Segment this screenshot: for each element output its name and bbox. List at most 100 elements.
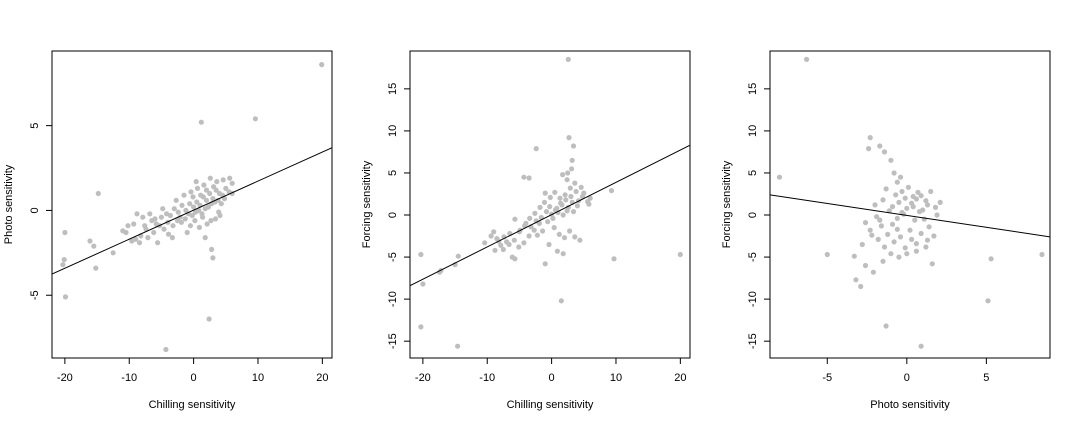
data-point [859, 241, 865, 248]
data-point [560, 251, 566, 257]
data-point [931, 233, 937, 239]
data-point [229, 180, 235, 186]
data-point [151, 229, 157, 236]
data-point [120, 228, 126, 234]
data-point [891, 170, 897, 176]
data-point [547, 204, 553, 210]
data-point [904, 205, 910, 211]
data-point [910, 193, 916, 200]
data-point [866, 146, 872, 152]
y-tick-label: 10 [387, 125, 399, 137]
data-point [550, 215, 556, 221]
data-point [541, 199, 548, 205]
y-tick-label: -5 [747, 252, 759, 262]
data-point [902, 245, 908, 251]
data-point [677, 251, 683, 258]
data-point [155, 240, 161, 246]
data-point [227, 175, 233, 181]
y-tick-label: -15 [387, 333, 399, 349]
data-point [913, 241, 920, 247]
data-point [880, 197, 886, 203]
data-point [578, 184, 584, 190]
data-point [558, 298, 564, 304]
data-point [888, 157, 894, 163]
data-point [488, 233, 494, 239]
plot-frame [769, 50, 1051, 359]
data-point [988, 256, 994, 262]
data-point [572, 234, 578, 240]
data-point [572, 180, 578, 186]
data-point [912, 217, 918, 223]
data-point [867, 135, 873, 141]
data-point [165, 231, 172, 237]
data-point [214, 179, 220, 185]
data-point [133, 236, 139, 242]
data-point [87, 238, 93, 244]
data-point [194, 185, 201, 191]
data-point [196, 207, 202, 213]
data-point [62, 229, 68, 236]
data-point [551, 225, 557, 231]
data-point [894, 179, 900, 185]
x-tick-label: -20 [57, 372, 73, 384]
data-point [573, 188, 579, 195]
data-point [418, 251, 424, 258]
data-point [897, 174, 904, 180]
data-point [587, 195, 593, 201]
data-point [880, 258, 886, 264]
data-point [563, 197, 569, 203]
data-point [907, 227, 913, 233]
data-point [926, 224, 932, 230]
data-point [567, 185, 573, 191]
x-tick-label: 0 [904, 372, 910, 384]
y-tick-label: 5 [387, 170, 399, 176]
data-point [218, 201, 224, 207]
data-point [877, 217, 883, 223]
data-point [206, 316, 212, 322]
data-point [492, 247, 498, 253]
data-point [175, 209, 181, 215]
data-point [136, 240, 143, 246]
data-point [918, 343, 924, 349]
data-point [896, 254, 902, 260]
data-point [210, 255, 216, 261]
data-point [874, 214, 880, 220]
y-tick-label: -5 [387, 252, 399, 262]
data-point [93, 265, 99, 271]
x-tick-label: 0 [191, 372, 197, 384]
data-point [188, 189, 194, 195]
data-point [560, 172, 566, 178]
data-point [531, 227, 537, 233]
data-point [913, 248, 920, 254]
chart-panel-2: -20 -10 0 10 20 -15 -10 -5 0 5 10 15 Chilling sensit… [361, 50, 691, 411]
regression-line [410, 144, 690, 287]
data-point [556, 231, 562, 237]
y-tick-label: 0 [29, 207, 41, 213]
x-tick-label: -5 [822, 372, 832, 384]
plot-frame [409, 50, 691, 359]
data-point [853, 277, 859, 283]
data-point [521, 240, 527, 246]
data-point [184, 229, 190, 236]
data-point [198, 192, 204, 198]
data-point [196, 224, 202, 230]
data-point [170, 223, 176, 229]
data-point [568, 193, 574, 200]
data-point [203, 187, 210, 193]
data-point [567, 228, 573, 234]
data-point [60, 262, 66, 268]
data-point [870, 269, 877, 275]
data-point [62, 294, 69, 300]
data-point [776, 174, 783, 180]
data-point [883, 323, 889, 329]
data-point [574, 203, 581, 209]
data-point [557, 195, 563, 201]
data-point [526, 233, 532, 239]
data-point [862, 262, 869, 269]
data-point [179, 202, 185, 208]
data-point [877, 143, 883, 149]
data-point [209, 246, 215, 252]
data-point [192, 218, 198, 224]
y-tick-label: -10 [747, 291, 759, 307]
data-point [500, 246, 506, 253]
